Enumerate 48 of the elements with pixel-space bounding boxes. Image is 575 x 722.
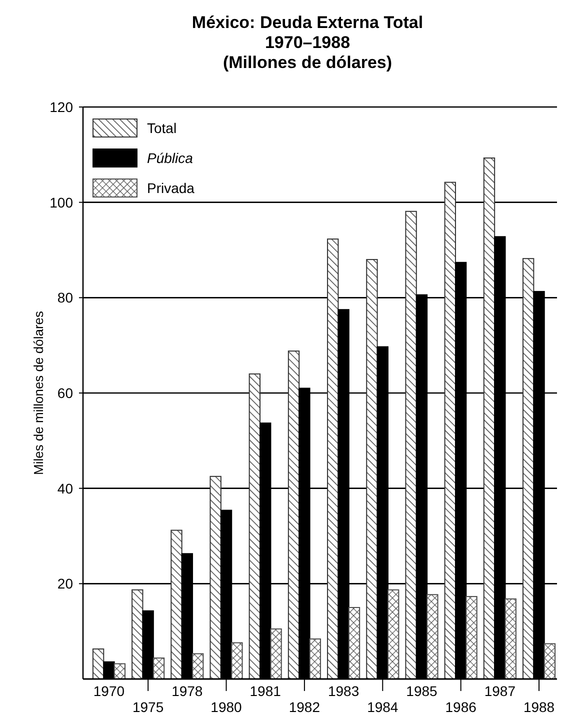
bar: [114, 663, 126, 680]
y-axis-title: Miles de millones de dólares: [31, 310, 46, 476]
bar: [170, 530, 182, 680]
bar: [231, 642, 243, 680]
bar: [248, 373, 261, 680]
y-tick-label: 20: [57, 576, 74, 592]
x-tick-label: 1983: [328, 683, 360, 699]
y-tick-label: 40: [57, 480, 74, 496]
legend-label: Total: [147, 120, 177, 136]
legend-label: Privada: [147, 180, 195, 196]
chart-title: México: Deuda Externa Total: [192, 13, 424, 32]
bar: [522, 258, 534, 680]
x-tick-label: 1970: [93, 683, 125, 699]
bar: [192, 653, 204, 680]
bar: [210, 476, 222, 680]
y-tick-label: 100: [50, 194, 74, 210]
bar: [387, 589, 400, 680]
bar: [426, 594, 438, 680]
x-tick-label: 1981: [250, 683, 282, 699]
bar: [405, 210, 417, 680]
y-tick-label: 80: [57, 290, 74, 306]
bar: [483, 158, 496, 680]
y-tick-label: 60: [57, 385, 74, 401]
bar: [309, 638, 321, 680]
bar: [288, 350, 300, 680]
bar: [152, 658, 165, 680]
x-tick-label: 1975: [132, 699, 164, 715]
x-tick-label: 1982: [288, 699, 320, 715]
x-tick-label: 1980: [210, 699, 242, 715]
x-tick-label: 1987: [484, 683, 516, 699]
bar: [366, 259, 378, 680]
x-tick-label: 1984: [367, 699, 398, 715]
x-tick-label: 1986: [445, 699, 477, 715]
bar: [466, 596, 478, 680]
bar: [444, 182, 456, 680]
bar: [132, 589, 144, 680]
x-tick-label: 1978: [172, 683, 203, 699]
bar: [270, 628, 282, 680]
x-tick-label: 1985: [406, 683, 438, 699]
bar: [348, 607, 360, 680]
bar: [327, 238, 339, 680]
legend-label: Pública: [147, 150, 194, 166]
bar: [92, 648, 104, 680]
x-tick-label: 1988: [523, 699, 555, 715]
chart-subtitle: 1970–1988 (Millones de dólares): [222, 33, 392, 72]
bar: [504, 598, 516, 680]
y-tick-label: 120: [50, 99, 74, 115]
bar: [544, 643, 556, 680]
